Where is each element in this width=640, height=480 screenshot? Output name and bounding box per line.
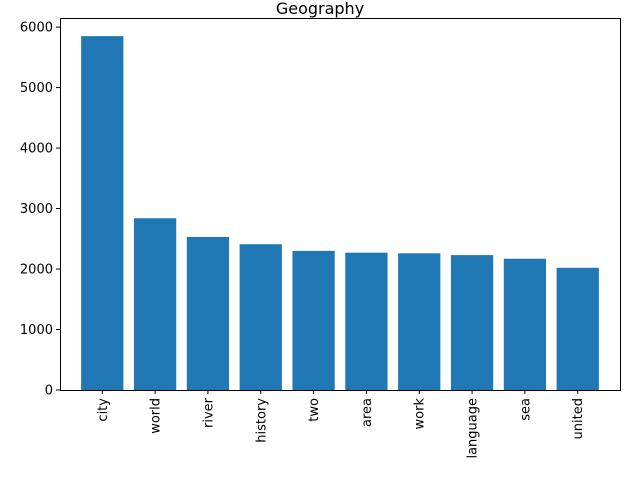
bar-history — [239, 244, 282, 390]
x-tick-label-sea: sea — [518, 398, 533, 421]
y-tick-label: 5000 — [20, 81, 53, 96]
x-tick-label-area: area — [360, 398, 375, 427]
x-tick-label-history: history — [254, 398, 269, 443]
x-tick-label-work: work — [413, 398, 428, 430]
y-tick-label: 3000 — [20, 202, 53, 217]
y-tick-label: 0 — [45, 384, 53, 399]
bar-work — [398, 253, 441, 390]
y-tick-label: 4000 — [20, 142, 53, 157]
bar-area — [345, 252, 388, 390]
bars-layer — [81, 36, 599, 391]
x-tick-label-language: language — [466, 398, 481, 459]
bar-river — [186, 236, 230, 390]
bar-world — [133, 218, 177, 390]
y-axis: 0 1000 2000 3000 4000 5000 6000 — [20, 21, 60, 399]
y-tick-label: 1000 — [20, 323, 53, 338]
x-tick-label-city: city — [96, 398, 111, 422]
x-tick-label-united: united — [571, 398, 586, 439]
x-tick-label-world: world — [149, 398, 164, 434]
x-tick-label-river: river — [201, 397, 216, 428]
bar-language — [450, 255, 494, 390]
bar-two — [292, 250, 335, 390]
x-tick-label-two: two — [307, 398, 322, 422]
bar-city — [81, 36, 124, 391]
bar-united — [556, 267, 599, 390]
x-axis: city world river history two area work language… — [96, 390, 586, 459]
y-tick-label: 6000 — [20, 21, 53, 36]
plot-frame — [60, 18, 621, 391]
chart-title: Geography — [276, 0, 364, 18]
y-tick-label: 2000 — [20, 263, 53, 278]
bar-sea — [503, 258, 547, 390]
